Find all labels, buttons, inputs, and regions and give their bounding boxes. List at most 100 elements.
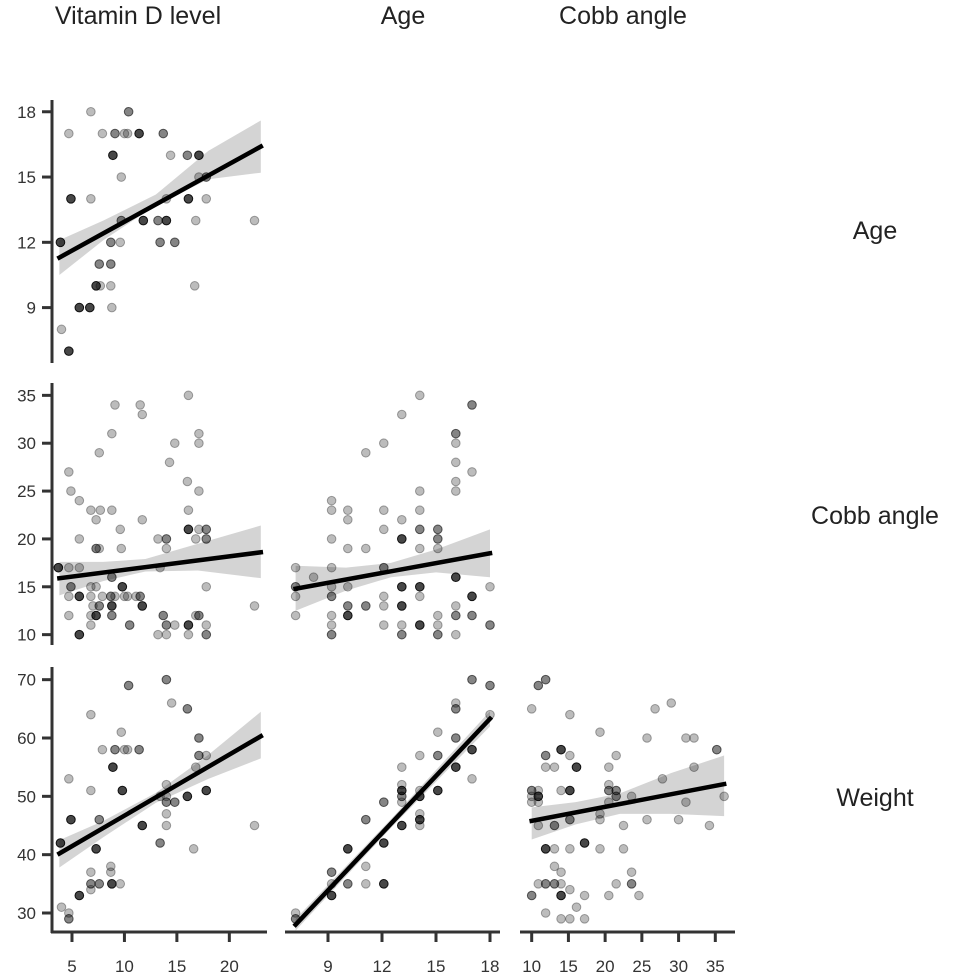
data-point — [540, 908, 551, 918]
data-point — [134, 128, 144, 139]
data-point — [451, 762, 461, 772]
data-point — [579, 914, 590, 924]
data-point — [526, 890, 537, 901]
regression-line — [529, 781, 727, 824]
data-point — [137, 409, 148, 420]
data-point — [95, 505, 106, 516]
data-point — [666, 698, 677, 708]
data-point — [53, 562, 64, 573]
data-point — [540, 750, 551, 761]
row-header-age: Age — [852, 217, 898, 245]
data-point — [556, 744, 566, 755]
data-point — [115, 237, 126, 248]
data-point — [161, 674, 172, 685]
data-point — [719, 791, 729, 802]
regression-line — [56, 143, 264, 261]
data-point — [415, 524, 425, 535]
data-point — [485, 680, 495, 691]
data-point — [183, 390, 194, 401]
data-point — [66, 194, 76, 204]
data-point — [190, 215, 201, 226]
data-point — [433, 727, 443, 737]
data-point — [397, 820, 407, 831]
data-point — [379, 601, 389, 611]
data-point — [249, 601, 260, 611]
data-point — [153, 534, 163, 544]
data-point — [116, 543, 127, 554]
data-point — [119, 744, 130, 755]
data-point — [618, 844, 629, 854]
data-point — [91, 281, 101, 291]
data-point — [681, 797, 691, 807]
data-point — [415, 750, 425, 761]
x-tick-label: 35 — [706, 957, 725, 976]
data-point — [397, 514, 407, 525]
data-point — [165, 150, 176, 161]
data-point — [86, 505, 96, 516]
data-point — [556, 914, 566, 924]
confidence-band — [531, 755, 725, 840]
data-point — [74, 890, 85, 901]
data-point — [433, 524, 443, 535]
data-point — [451, 428, 461, 439]
data-point — [379, 838, 389, 848]
data-point — [642, 814, 652, 825]
data-point — [86, 194, 96, 204]
data-point — [397, 534, 407, 544]
data-point — [549, 844, 560, 854]
data-point — [326, 890, 337, 901]
x-tick-label: 9 — [323, 957, 332, 976]
data-point — [64, 562, 74, 573]
data-point — [611, 879, 621, 889]
data-point — [397, 791, 407, 802]
data-point — [64, 467, 74, 477]
data-point — [194, 428, 204, 439]
data-point — [634, 890, 644, 901]
data-point — [105, 591, 116, 602]
data-point — [117, 581, 128, 592]
data-point — [343, 844, 353, 854]
x-tick-label: 15 — [559, 957, 578, 976]
data-point — [66, 486, 76, 496]
data-point — [122, 128, 133, 139]
data-point — [137, 601, 148, 611]
data-point — [451, 610, 461, 621]
data-point — [183, 629, 194, 640]
data-point — [556, 785, 566, 796]
data-point — [249, 215, 260, 226]
data-point — [326, 620, 337, 630]
data-point — [201, 750, 212, 761]
data-point — [361, 601, 371, 611]
data-point — [86, 581, 96, 592]
y-tick-label: 40 — [17, 846, 36, 865]
data-point — [433, 785, 443, 796]
data-point — [618, 820, 629, 831]
data-point — [326, 505, 337, 516]
data-point — [105, 237, 116, 248]
data-point — [64, 591, 74, 602]
data-point — [158, 128, 169, 139]
y-tick-label: 10 — [17, 626, 36, 645]
data-point — [415, 543, 425, 554]
data-point — [161, 543, 172, 554]
data-point — [565, 750, 575, 761]
data-point — [379, 797, 389, 807]
data-point — [153, 215, 163, 226]
data-point — [86, 884, 96, 895]
data-point — [379, 505, 389, 516]
data-point — [117, 785, 128, 796]
data-point — [579, 838, 590, 848]
data-point — [137, 514, 148, 525]
data-point — [415, 390, 425, 401]
y-tick-label: 20 — [17, 530, 36, 549]
data-point — [64, 346, 74, 356]
data-point — [116, 172, 127, 182]
y-tick-label: 12 — [17, 233, 36, 252]
data-point — [556, 879, 566, 889]
data-point — [105, 281, 116, 291]
data-point — [540, 879, 551, 889]
data-point — [642, 733, 652, 743]
data-point — [451, 457, 461, 468]
data-point — [451, 601, 461, 611]
